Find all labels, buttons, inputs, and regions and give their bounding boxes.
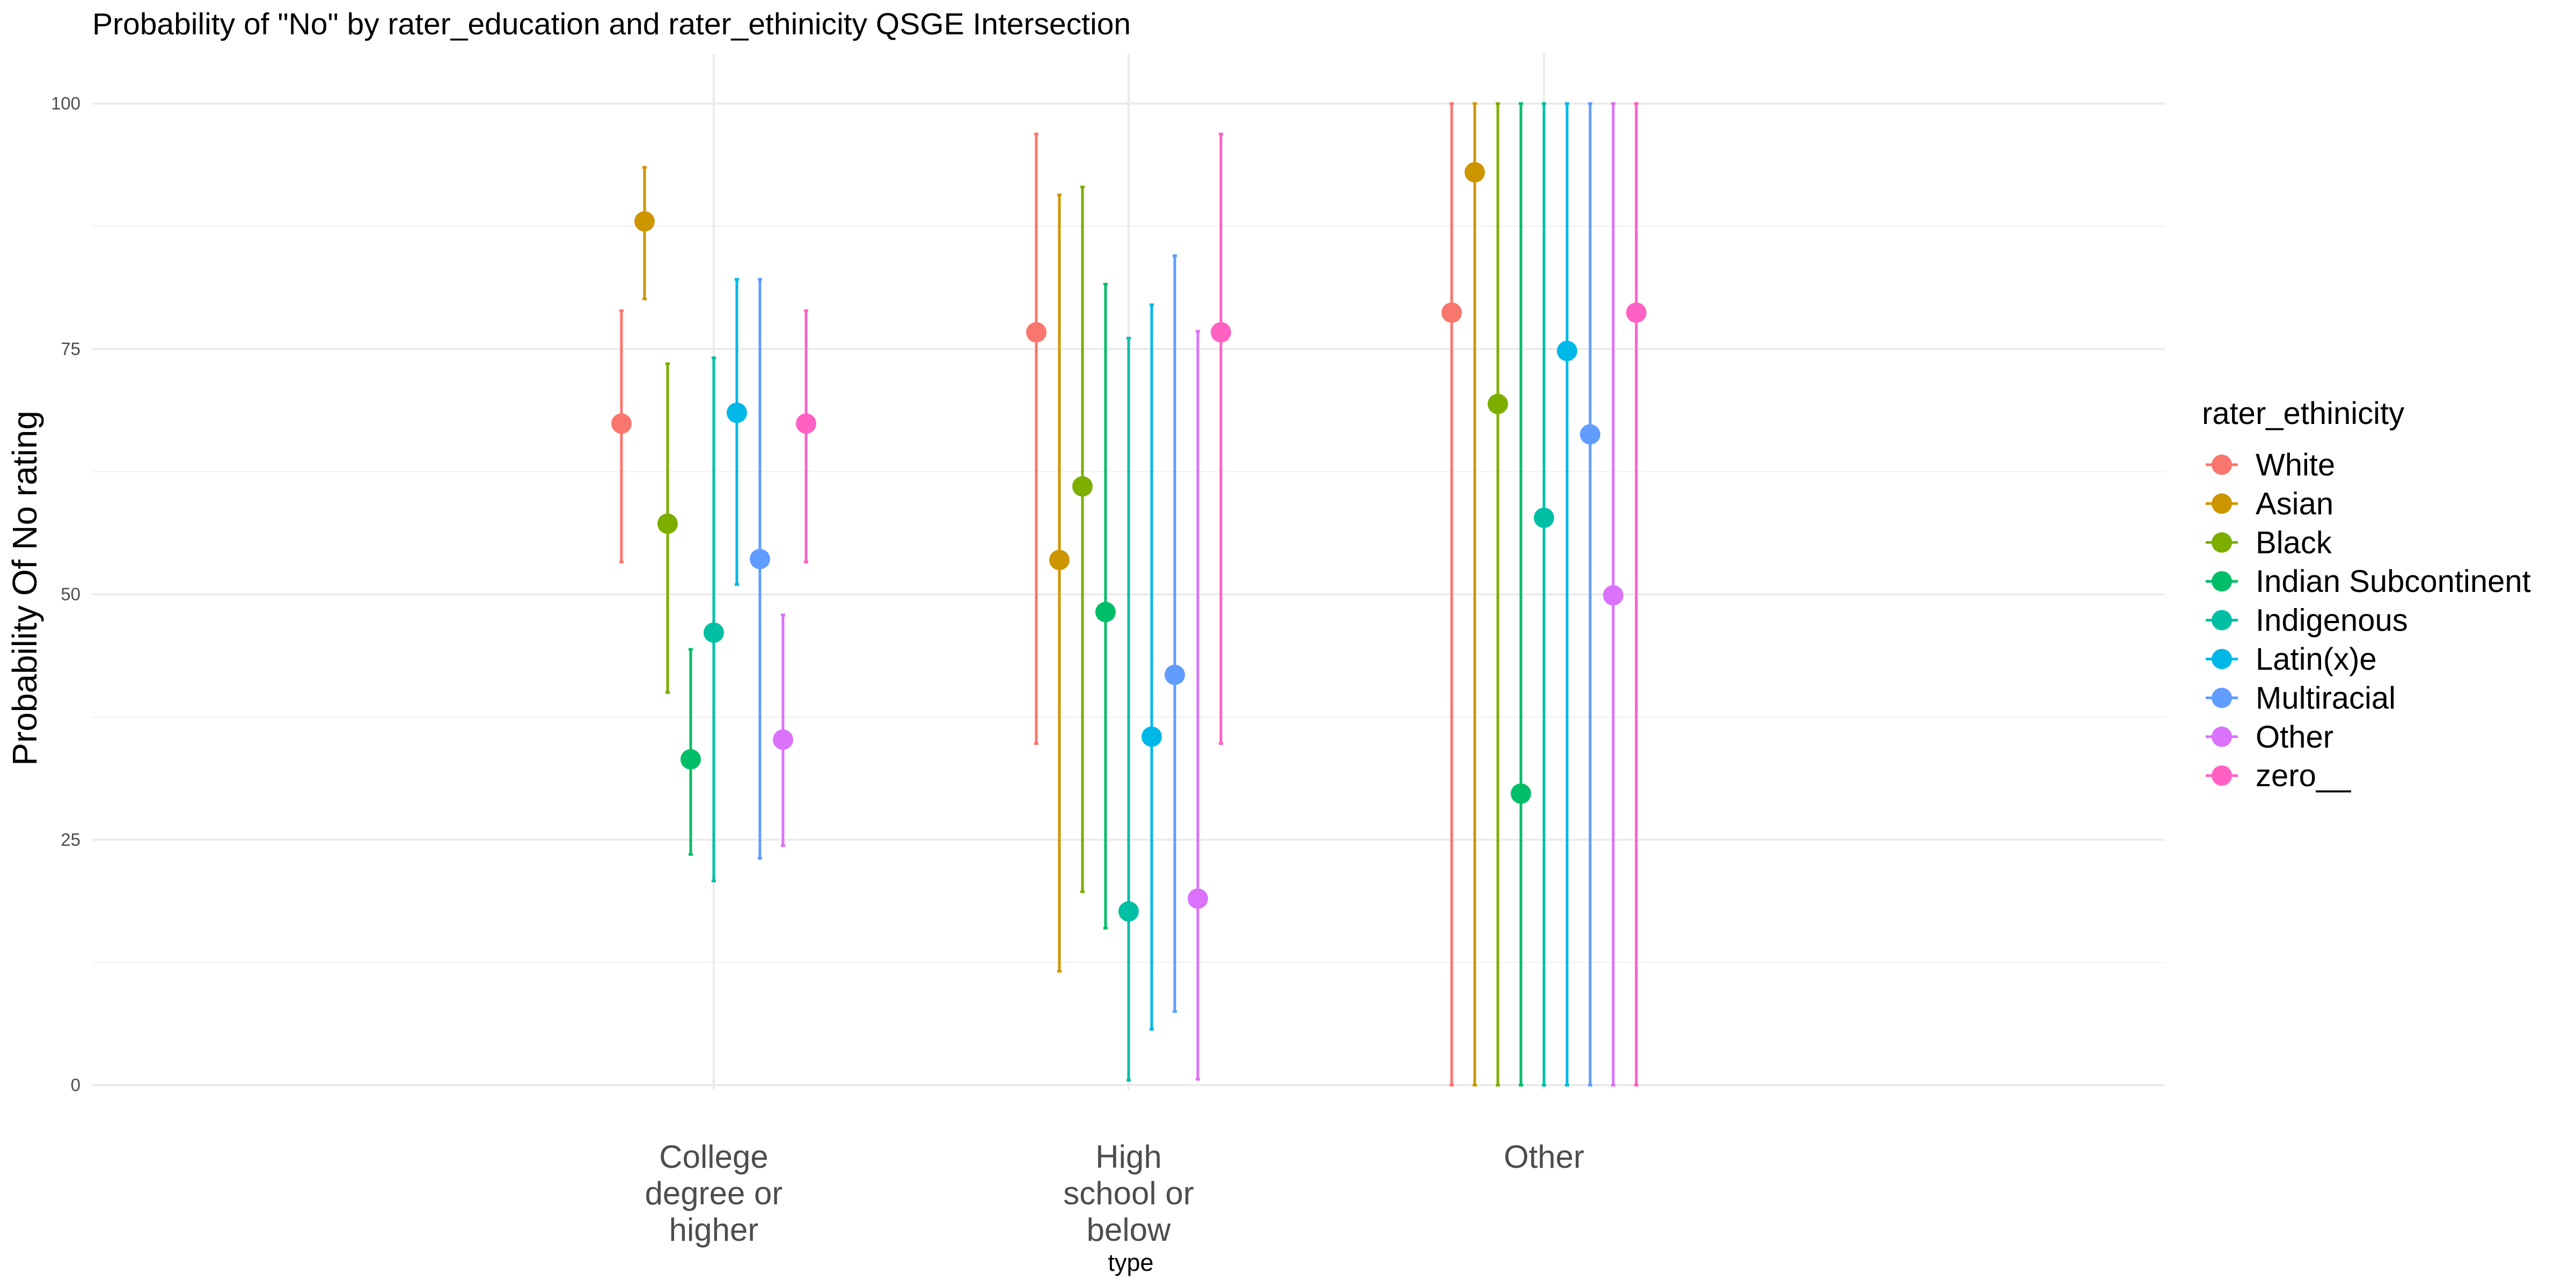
legend-key-point: [2212, 455, 2232, 475]
legend-label: Indigenous: [2256, 603, 2408, 638]
data-point: [1211, 322, 1231, 343]
x-tick-label-line: degree or: [645, 1175, 783, 1211]
legend-label: Other: [2256, 720, 2333, 755]
legend-items: White Asian Black Indian Subcontinent Indige…: [2206, 448, 2531, 793]
data-point: [796, 413, 816, 434]
data-point: [1488, 393, 1508, 414]
data-point: [1165, 664, 1185, 685]
x-axis-label: type: [1108, 1249, 1153, 1276]
chart-title: Probability of "No" by rater_education a…: [92, 7, 1131, 41]
x-tick-label-line: High: [1095, 1139, 1161, 1175]
data-point: [634, 211, 655, 232]
x-tick-label-line: Other: [1504, 1139, 1584, 1175]
data-point: [1511, 783, 1531, 804]
legend-key-point: [2212, 726, 2232, 747]
legend-item: Latin(x)e: [2206, 642, 2377, 677]
x-tick-label: High school or below: [1063, 1139, 1194, 1248]
data-point: [1188, 888, 1208, 909]
legend-key-point: [2212, 532, 2232, 553]
legend-key-point: [2212, 765, 2232, 786]
legend-item: Other: [2206, 720, 2333, 755]
legend-item: Multiracial: [2206, 680, 2396, 715]
y-tick-label: 50: [61, 584, 80, 604]
legend-key-point: [2212, 571, 2232, 592]
data-point: [1465, 162, 1485, 183]
axes: 0 25 50 75 100 College degree or higher High scho…: [51, 93, 1584, 1248]
x-tick-label-line: College: [659, 1139, 768, 1175]
series-zero: [796, 102, 1646, 1087]
data-point: [1441, 302, 1462, 323]
legend-label: Black: [2256, 525, 2332, 560]
data-point: [1072, 476, 1093, 497]
data-point: [750, 548, 770, 569]
x-tick-label-line: below: [1087, 1212, 1171, 1248]
x-tick-label: College degree or higher: [645, 1139, 783, 1248]
series-multiracial: [750, 102, 1600, 1087]
legend-key-point: [2212, 610, 2232, 631]
data-point: [1049, 550, 1070, 570]
data-point: [1603, 585, 1623, 606]
series-indian-subcontinent: [680, 102, 1531, 1087]
y-tick-label: 0: [71, 1075, 80, 1095]
series-asian: [634, 102, 1485, 1087]
series-indigenous: [704, 102, 1554, 1087]
data-point: [773, 729, 793, 750]
data-point: [611, 413, 632, 434]
y-axis-label: Probability Of No rating: [5, 411, 44, 766]
legend-label: zero__: [2256, 758, 2351, 793]
data-point: [1026, 322, 1046, 343]
legend-title: rater_ethinicity: [2202, 396, 2404, 431]
legend-label: White: [2256, 448, 2335, 482]
data-point: [1580, 424, 1600, 445]
series-other: [773, 102, 1623, 1087]
series-latin-x-e: [727, 102, 1577, 1087]
series-black: [657, 102, 1508, 1087]
legend-item: Black: [2206, 525, 2332, 560]
data-point: [727, 402, 747, 423]
legend-item: zero__: [2206, 758, 2351, 793]
data-point: [1534, 507, 1554, 528]
legend: rater_ethinicity White Asian Black Indian S…: [2202, 396, 2531, 793]
x-tick-label: Other: [1504, 1139, 1584, 1175]
legend-label: Latin(x)e: [2256, 642, 2377, 677]
legend-key-point: [2212, 687, 2232, 708]
legend-item: Asian: [2206, 486, 2333, 521]
data-series: [611, 102, 1646, 1087]
legend-key-point: [2212, 493, 2232, 514]
data-point: [1118, 901, 1139, 922]
legend-label: Indian Subcontinent: [2256, 564, 2531, 599]
legend-key-point: [2212, 649, 2232, 669]
x-tick-label-line: higher: [669, 1212, 759, 1248]
y-tick-label: 25: [61, 830, 80, 850]
legend-label: Asian: [2256, 486, 2333, 521]
legend-label: Multiracial: [2256, 680, 2396, 715]
data-point: [1141, 726, 1162, 747]
data-point: [1095, 602, 1116, 623]
y-tick-label: 75: [61, 339, 80, 358]
data-point: [680, 749, 701, 770]
data-point: [657, 513, 678, 534]
data-point: [1626, 302, 1646, 323]
legend-item: Indigenous: [2206, 603, 2408, 638]
legend-item: Indian Subcontinent: [2206, 564, 2531, 599]
series-white: [611, 102, 1462, 1087]
data-point: [1557, 340, 1577, 361]
data-point: [704, 622, 724, 643]
y-tick-label: 100: [51, 93, 80, 113]
legend-item: White: [2206, 448, 2335, 482]
x-tick-label-line: school or: [1063, 1175, 1194, 1211]
